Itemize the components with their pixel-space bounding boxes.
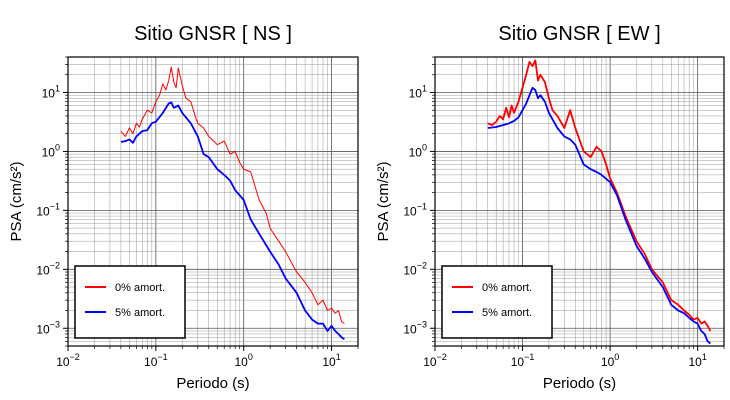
- x-tick-label: 10−1: [511, 352, 535, 369]
- chart-title: Sitio GNSR [ NS ]: [134, 23, 292, 45]
- y-tick-label: 10−1: [403, 201, 427, 218]
- chart-title: Sitio GNSR [ EW ]: [498, 23, 660, 45]
- y-tick-label: 10−1: [36, 201, 60, 218]
- legend-label: 0% amort.: [482, 282, 532, 294]
- chart-panel-1: 10−2 10−1 100 101 10−3 10−2 10−1 100 101 0% amort…: [8, 23, 359, 392]
- plot-frame: [434, 56, 725, 347]
- x-axis-label: Periodo (s): [176, 375, 249, 392]
- legend-label: 0% amort.: [115, 282, 165, 294]
- y-tick-label: 100: [409, 142, 427, 159]
- legend: 0% amort. 5% amort.: [441, 265, 553, 339]
- legend-box: [74, 265, 186, 339]
- legend: 0% amort. 5% amort.: [74, 265, 186, 339]
- grid: [67, 56, 359, 347]
- y-tick-label: 101: [409, 83, 427, 100]
- legend-label: 5% amort.: [115, 307, 165, 319]
- y-tick-label: 10−3: [36, 319, 60, 336]
- series-line-damped: [487, 86, 711, 345]
- x-tick-label: 100: [235, 352, 253, 369]
- y-tick-label: 101: [42, 83, 60, 100]
- y-tick-label: 10−2: [403, 260, 427, 277]
- x-tick-label: 10−2: [423, 352, 447, 369]
- y-axis-label: PSA (cm/s²): [8, 161, 25, 241]
- series-line-undamped: [120, 66, 345, 325]
- series-line-undamped: [487, 59, 712, 332]
- y-tick-label: 100: [42, 142, 60, 159]
- x-tick-label: 100: [601, 352, 619, 369]
- x-tick-label: 10−2: [56, 352, 80, 369]
- legend-box: [441, 265, 553, 339]
- chart-panel-2: 10−2 10−1 100 101 10−3 10−2 10−1 100 101 0% amort…: [375, 23, 725, 392]
- x-tick-label: 101: [322, 352, 340, 369]
- x-tick-label: 10−1: [144, 352, 168, 369]
- x-tick-label: 101: [688, 352, 706, 369]
- series-line-damped: [120, 101, 345, 341]
- legend-label: 5% amort.: [482, 307, 532, 319]
- x-axis-label: Periodo (s): [543, 375, 616, 392]
- y-tick-label: 10−2: [36, 260, 60, 277]
- y-tick-label: 10−3: [403, 319, 427, 336]
- y-axis-label: PSA (cm/s²): [375, 161, 392, 241]
- plot-frame: [67, 56, 359, 347]
